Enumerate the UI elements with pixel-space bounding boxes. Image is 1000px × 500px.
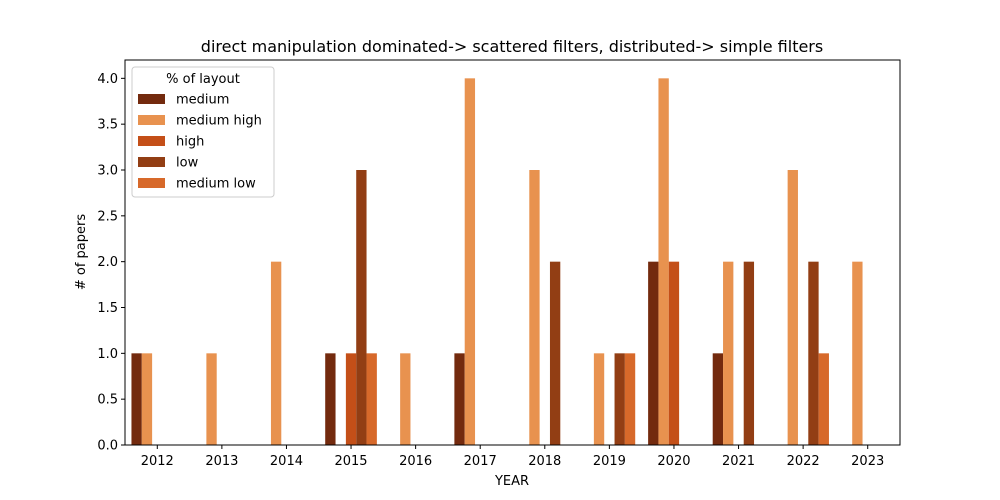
bar bbox=[400, 353, 411, 445]
bar bbox=[141, 353, 153, 445]
bar bbox=[743, 261, 755, 445]
bar bbox=[270, 261, 282, 445]
x-tick-label: 2022 bbox=[787, 454, 820, 469]
bar bbox=[345, 353, 357, 445]
x-tick-label: 2020 bbox=[657, 454, 690, 469]
bar bbox=[808, 261, 819, 445]
bar bbox=[818, 353, 829, 445]
y-tick-label: 4.0 bbox=[97, 72, 118, 87]
bar bbox=[206, 353, 217, 445]
bar bbox=[593, 353, 605, 445]
legend-swatch bbox=[138, 115, 165, 125]
y-tick-label: 3.0 bbox=[97, 164, 118, 179]
y-tick-label: 3.5 bbox=[97, 118, 118, 133]
bar bbox=[356, 170, 367, 445]
bar bbox=[712, 353, 724, 445]
bar bbox=[454, 353, 465, 445]
legend-items: medium medium high high low medium low bbox=[138, 93, 262, 192]
bar bbox=[325, 353, 336, 445]
bar bbox=[624, 353, 636, 445]
x-tick-label: 2021 bbox=[722, 454, 755, 469]
bar bbox=[658, 78, 669, 445]
x-tick-label: 2013 bbox=[205, 454, 238, 469]
bars-layer bbox=[131, 78, 863, 445]
x-tick-label: 2015 bbox=[334, 454, 367, 469]
y-tick-label: 0.5 bbox=[97, 393, 118, 408]
x-tick-label: 2019 bbox=[593, 454, 626, 469]
bar bbox=[464, 78, 476, 445]
bar bbox=[131, 353, 142, 445]
y-tick-label: 1.0 bbox=[97, 347, 118, 362]
bar bbox=[549, 261, 561, 445]
bar bbox=[366, 353, 377, 445]
legend-label: low bbox=[176, 156, 199, 171]
plot-frame bbox=[124, 59, 901, 446]
bar bbox=[614, 353, 625, 445]
y-tick-label: 2.0 bbox=[97, 255, 118, 270]
legend-swatch bbox=[138, 178, 165, 188]
legend-label: medium low bbox=[176, 177, 256, 192]
x-tick-label: 2023 bbox=[851, 454, 884, 469]
legend-swatch bbox=[138, 94, 165, 104]
legend-frame bbox=[131, 66, 275, 198]
legend-label: medium high bbox=[176, 114, 262, 129]
bar bbox=[668, 261, 680, 445]
x-tick-label: 2017 bbox=[464, 454, 497, 469]
y-tick-label: 2.5 bbox=[97, 209, 118, 224]
legend-label: high bbox=[176, 135, 204, 150]
bar bbox=[852, 261, 863, 445]
x-axis: 2012 2013 2014 2015 2016 2017 2018 2019 2020 2021… bbox=[141, 445, 884, 469]
bar bbox=[529, 170, 540, 445]
bar bbox=[787, 170, 798, 445]
y-tick-label: 1.5 bbox=[97, 301, 118, 316]
chart-title: direct manipulation dominated-> scattere… bbox=[201, 37, 823, 56]
x-tick-label: 2018 bbox=[528, 454, 561, 469]
bar bbox=[723, 261, 734, 445]
legend-swatch bbox=[138, 136, 165, 146]
x-tick-label: 2012 bbox=[141, 454, 174, 469]
y-tick-label: 0.0 bbox=[97, 439, 118, 454]
x-tick-label: 2014 bbox=[270, 454, 303, 469]
legend-swatch bbox=[138, 157, 165, 167]
legend-title: % of layout bbox=[166, 72, 240, 87]
y-axis: 0.0 0.5 1.0 1.5 2.0 2.5 3.0 3.5 4.0 bbox=[97, 72, 125, 454]
y-axis-label: # of papers bbox=[74, 214, 89, 291]
bar bbox=[648, 261, 659, 445]
x-tick-label: 2016 bbox=[399, 454, 432, 469]
legend-label: medium bbox=[176, 93, 229, 108]
x-axis-label: YEAR bbox=[494, 474, 529, 489]
